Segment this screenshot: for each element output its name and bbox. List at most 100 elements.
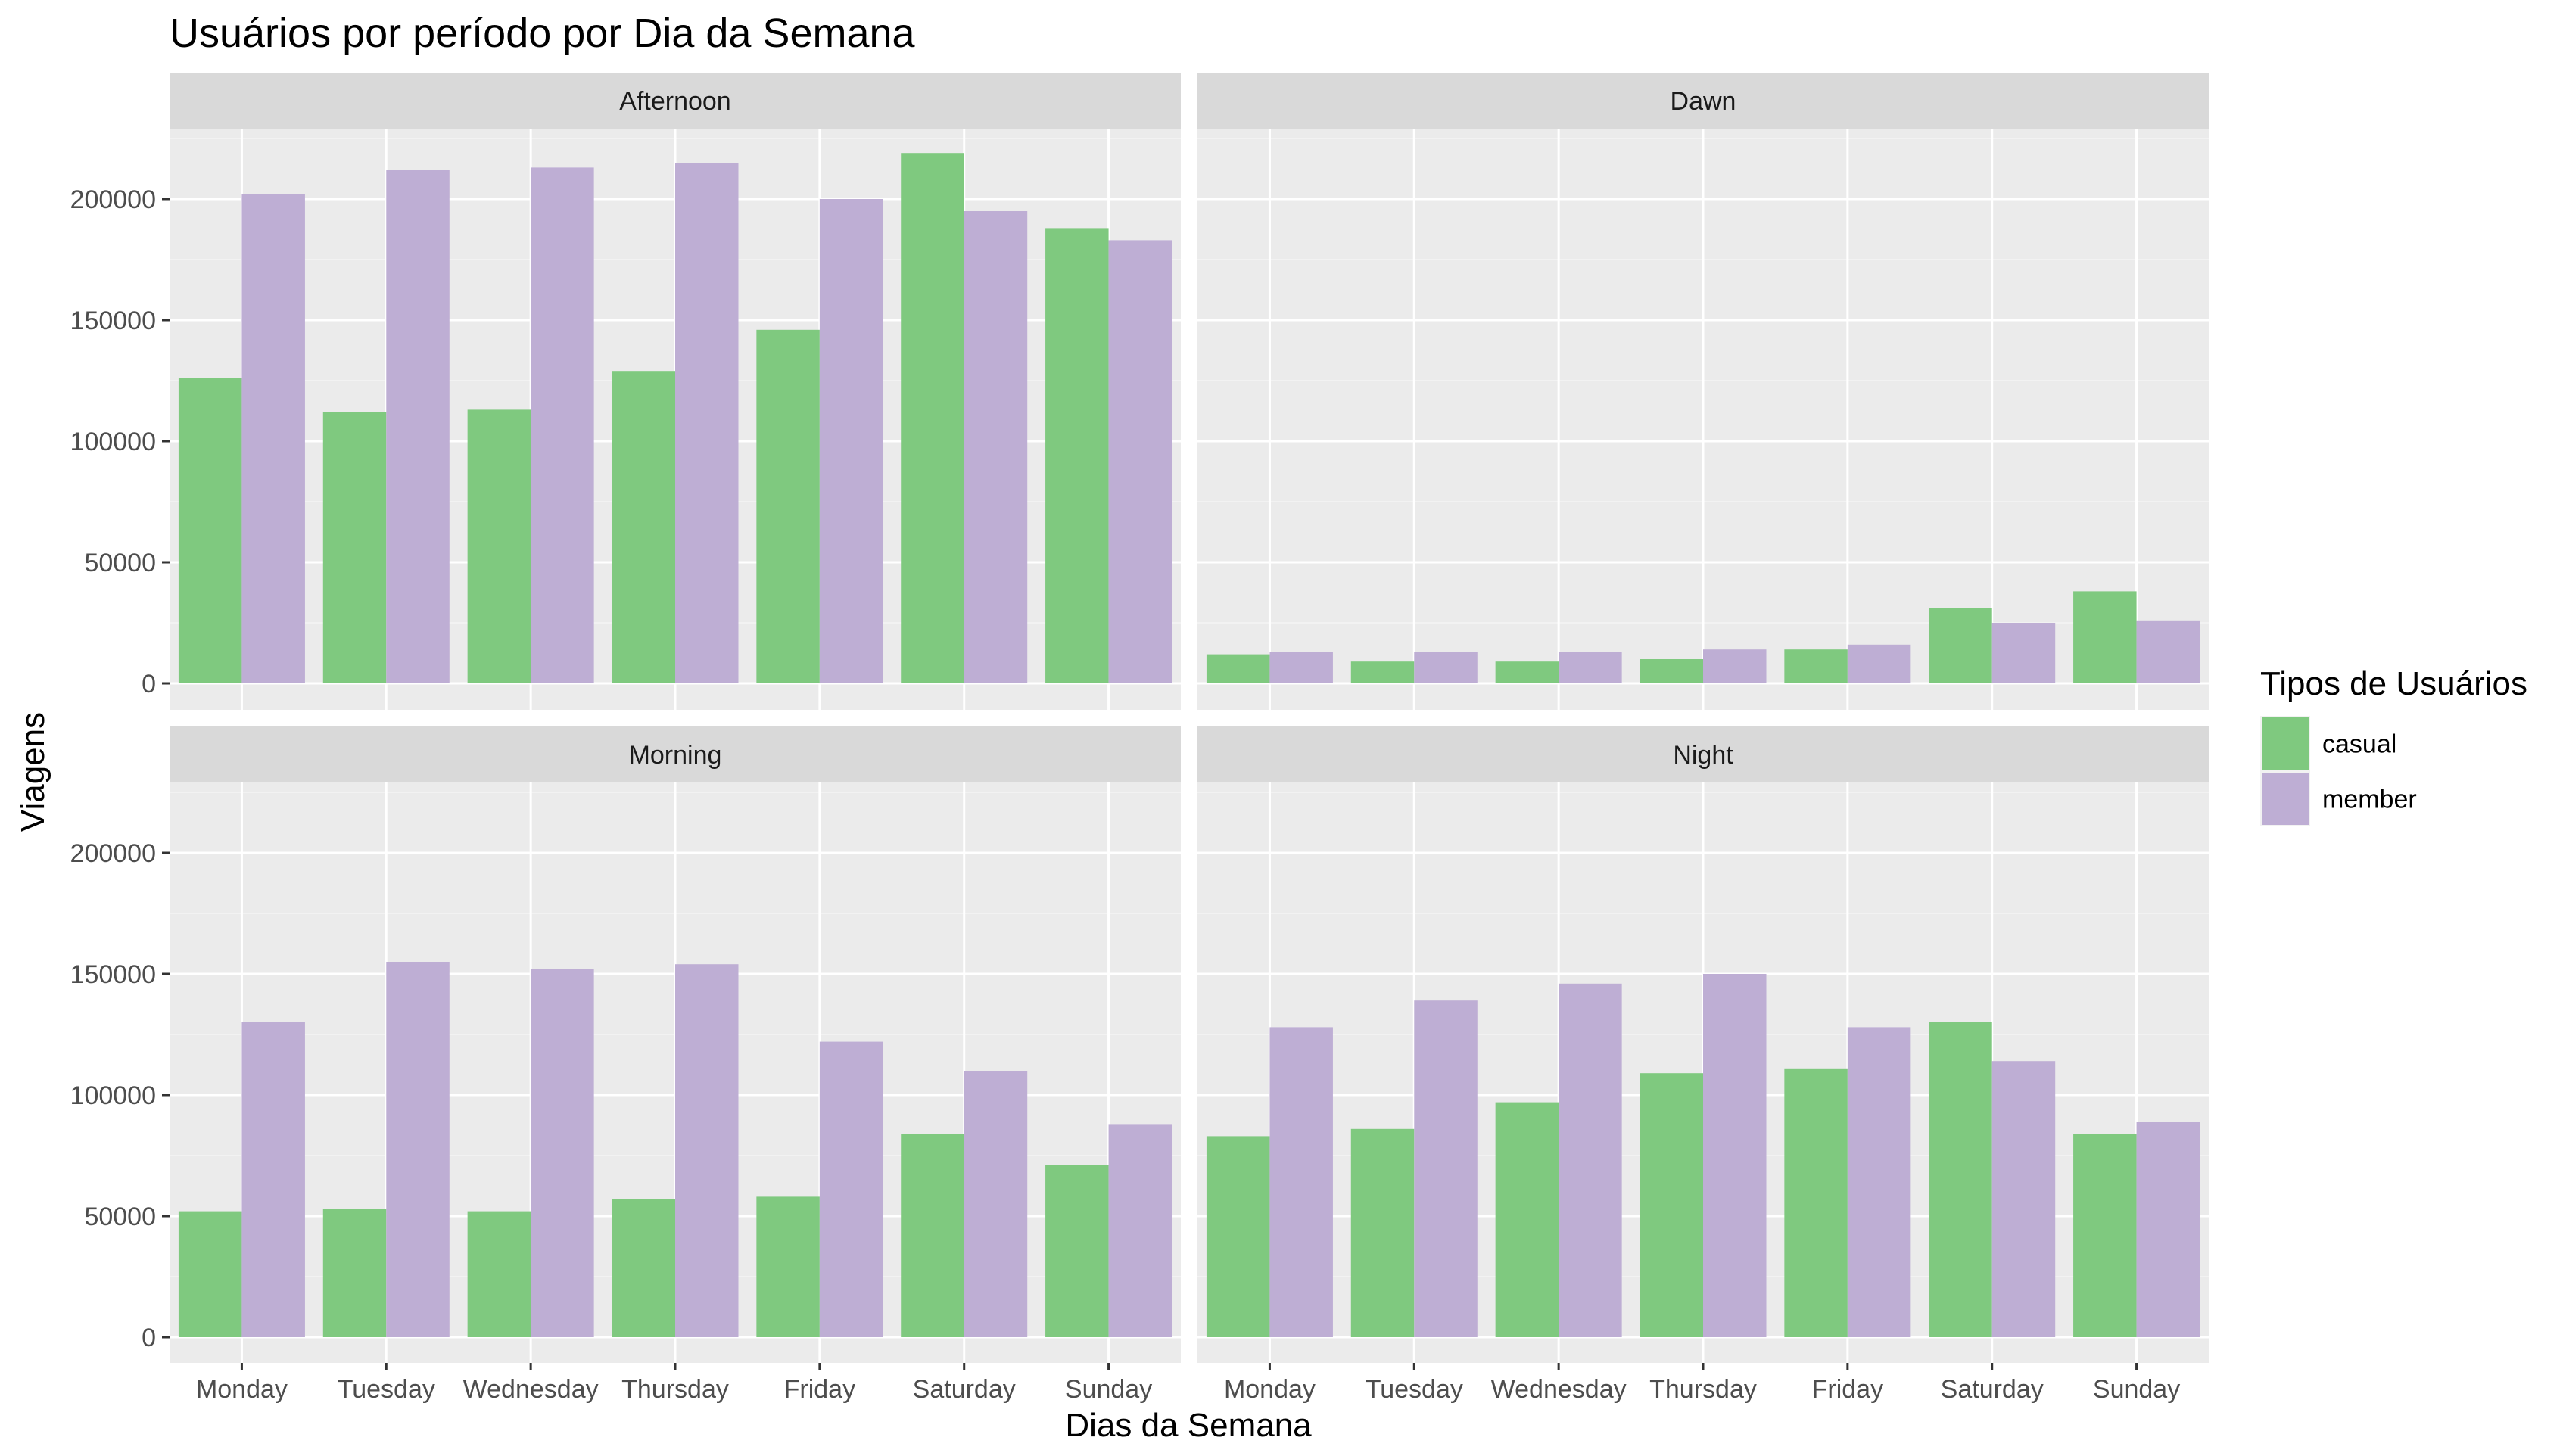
bar-morning-member-thursday: [675, 964, 739, 1337]
bar-night-member-tuesday: [1414, 1000, 1478, 1337]
bar-night-casual-thursday: [1640, 1073, 1703, 1337]
x-tick-label-saturday: Saturday: [913, 1375, 1016, 1404]
bar-night-casual-monday: [1206, 1136, 1270, 1337]
panel-night: Night: [1197, 726, 2209, 1363]
bar-dawn-member-friday: [1847, 644, 1911, 683]
bars: [178, 962, 1172, 1337]
bar-morning-casual-friday: [756, 1196, 820, 1337]
panel-morning: Morning: [170, 726, 1181, 1363]
legend-title: Tipos de Usuários: [2260, 665, 2527, 702]
bar-afternoon-member-monday: [241, 194, 305, 684]
bar-afternoon-member-saturday: [964, 211, 1028, 683]
bar-afternoon-member-tuesday: [386, 170, 450, 684]
bar-night-casual-wednesday: [1495, 1102, 1559, 1337]
legend-key-casual: [2262, 717, 2309, 770]
bar-dawn-casual-thursday: [1640, 659, 1703, 683]
bar-dawn-casual-tuesday: [1350, 661, 1415, 683]
strip-afternoon: [170, 73, 1181, 129]
bar-afternoon-casual-thursday: [612, 371, 675, 683]
bar-night-casual-sunday: [2073, 1134, 2137, 1337]
x-tick-label-thursday: Thursday: [1649, 1375, 1757, 1404]
y-tick-label: 100000: [70, 428, 156, 456]
panel-dawn: Dawn: [1197, 73, 2209, 710]
panel-afternoon: Afternoon: [170, 73, 1181, 710]
bar-dawn-member-thursday: [1703, 649, 1767, 683]
bar-morning-member-tuesday: [386, 962, 450, 1337]
bar-night-member-monday: [1269, 1027, 1333, 1337]
bar-dawn-member-wednesday: [1559, 652, 1622, 683]
bar-afternoon-casual-saturday: [901, 153, 964, 683]
x-tick-label-sunday: Sunday: [1065, 1375, 1152, 1404]
x-tick-label-tuesday: Tuesday: [338, 1375, 435, 1404]
y-tick-label: 50000: [84, 549, 156, 577]
bars: [1206, 591, 2200, 683]
bar-night-member-sunday: [2136, 1122, 2200, 1337]
bar-morning-member-friday: [819, 1041, 883, 1337]
bar-afternoon-casual-monday: [178, 378, 242, 683]
strip-night: [1197, 726, 2209, 782]
y-tick-label: 200000: [70, 839, 156, 868]
y-axis-ticks: 0 50000 100000 150000 200000 0 50000 100000 1500…: [70, 185, 170, 1352]
chart-title: Usuários por período por Dia da Semana: [170, 11, 916, 56]
bar-afternoon-casual-sunday: [1045, 228, 1109, 683]
bar-night-member-thursday: [1703, 974, 1767, 1337]
bar-morning-casual-sunday: [1045, 1165, 1109, 1337]
strip-label-morning: Morning: [629, 741, 722, 770]
bar-afternoon-member-friday: [819, 199, 883, 683]
strip-label-afternoon: Afternoon: [619, 87, 730, 116]
x-tick-label-tuesday: Tuesday: [1366, 1375, 1463, 1404]
bar-dawn-casual-wednesday: [1495, 661, 1559, 683]
bar-afternoon-member-thursday: [675, 163, 739, 683]
bar-dawn-casual-sunday: [2073, 591, 2137, 683]
bar-dawn-casual-monday: [1206, 654, 1270, 683]
bar-dawn-casual-saturday: [1929, 608, 1992, 683]
bar-night-casual-saturday: [1929, 1022, 1992, 1337]
bar-morning-casual-tuesday: [322, 1209, 387, 1337]
bar-night-casual-friday: [1784, 1068, 1848, 1337]
bar-afternoon-member-wednesday: [531, 167, 594, 683]
x-tick-label-sunday: Sunday: [2093, 1375, 2180, 1404]
bar-afternoon-member-sunday: [1108, 240, 1172, 683]
bar-dawn-member-sunday: [2136, 620, 2200, 683]
x-axis-ticks: Monday Tuesday Wednesday Thursday Friday Satu…: [196, 1363, 2180, 1404]
y-tick-label: 0: [142, 670, 156, 698]
bar-night-member-friday: [1847, 1027, 1911, 1337]
bar-dawn-member-tuesday: [1414, 652, 1478, 683]
y-tick-label: 150000: [70, 960, 156, 989]
x-tick-label-monday: Monday: [1224, 1375, 1316, 1404]
y-tick-label: 50000: [84, 1202, 156, 1231]
x-tick-label-thursday: Thursday: [621, 1375, 729, 1404]
bars: [178, 153, 1172, 684]
bar-morning-member-wednesday: [531, 969, 594, 1337]
x-tick-label-wednesday: Wednesday: [1491, 1375, 1627, 1404]
legend: Tipos de Usuários casual member: [2260, 665, 2527, 826]
x-tick-label-monday: Monday: [196, 1375, 288, 1404]
y-tick-label: 150000: [70, 306, 156, 335]
bar-morning-member-sunday: [1108, 1124, 1172, 1337]
legend-label-casual: casual: [2322, 730, 2396, 759]
bar-dawn-member-monday: [1269, 652, 1333, 683]
strip-morning: [170, 726, 1181, 782]
y-tick-label: 100000: [70, 1081, 156, 1110]
strip-label-dawn: Dawn: [1671, 87, 1736, 116]
bar-morning-casual-wednesday: [467, 1211, 531, 1337]
x-tick-label-friday: Friday: [1812, 1375, 1883, 1404]
y-axis-title: Viagens: [14, 712, 51, 832]
bar-night-casual-tuesday: [1350, 1128, 1415, 1337]
bar-morning-casual-monday: [178, 1211, 242, 1337]
panels: Afternoon Dawn Morning Night: [170, 73, 2209, 1363]
y-tick-label: 0: [142, 1324, 156, 1352]
bar-afternoon-casual-tuesday: [322, 412, 387, 683]
bar-morning-member-saturday: [964, 1071, 1028, 1337]
y-tick-label: 200000: [70, 185, 156, 214]
bar-morning-casual-saturday: [901, 1134, 964, 1337]
bar-afternoon-casual-wednesday: [467, 409, 531, 683]
bar-dawn-member-saturday: [1991, 623, 2056, 683]
bar-night-member-saturday: [1991, 1061, 2056, 1337]
bars: [1206, 974, 2200, 1337]
x-tick-label-friday: Friday: [784, 1375, 855, 1404]
x-tick-label-wednesday: Wednesday: [463, 1375, 599, 1404]
bar-morning-casual-thursday: [612, 1199, 675, 1337]
legend-label-member: member: [2322, 786, 2417, 814]
